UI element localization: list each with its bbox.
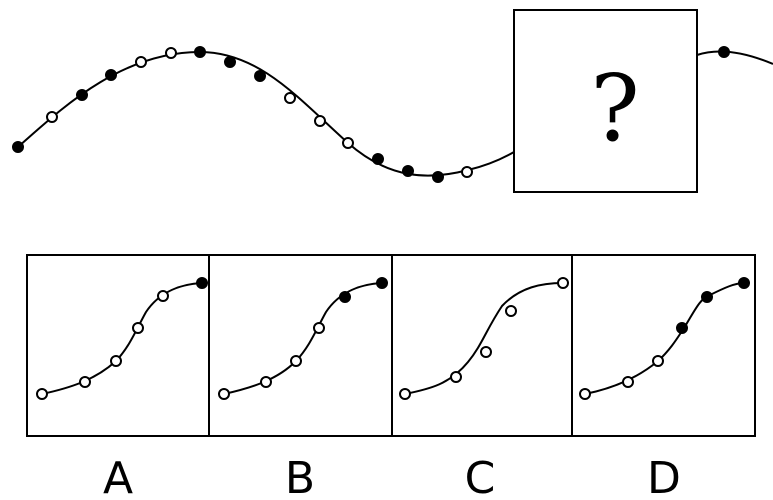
sequence-dot-black <box>402 165 414 177</box>
option-c-dot-white <box>399 388 411 400</box>
sequence-dot-black <box>718 46 730 58</box>
option-b[interactable] <box>218 277 388 400</box>
sequence-dot-black <box>254 70 266 82</box>
option-d-dot-white <box>652 355 664 367</box>
option-labels: A B C D <box>103 453 681 500</box>
sequence-dot-black <box>76 89 88 101</box>
option-d-dots <box>579 277 750 400</box>
option-a-dot-black <box>196 277 208 289</box>
option-d-dot-black <box>676 322 688 334</box>
question-mark: ? <box>590 55 639 162</box>
sequence-dot-black <box>105 69 117 81</box>
option-c-dots <box>399 277 569 400</box>
sequence-dot-black <box>432 171 444 183</box>
options-panel <box>26 254 756 437</box>
sequence-dot-white <box>165 47 177 59</box>
option-c-curve <box>404 282 564 395</box>
sequence-dot-white <box>314 115 326 127</box>
option-c-dot-white <box>450 371 462 383</box>
option-a[interactable] <box>36 277 208 400</box>
option-b-dots <box>218 277 388 400</box>
option-a-dots <box>36 277 208 400</box>
option-a-dot-white <box>79 376 91 388</box>
sequence-dot-white <box>135 56 147 68</box>
sequence-dot-white <box>461 166 473 178</box>
question-frame <box>513 9 698 193</box>
sequence-curve-left <box>17 50 515 177</box>
option-c-dot-white <box>480 346 492 358</box>
option-c[interactable] <box>399 277 569 400</box>
option-d-dot-white <box>622 376 634 388</box>
option-b-dot-white <box>313 322 325 334</box>
option-c-dot-white <box>557 277 569 289</box>
sequence-dot-white <box>342 137 354 149</box>
option-b-dot-white <box>290 355 302 367</box>
option-b-dot-white <box>218 388 230 400</box>
option-d[interactable] <box>579 277 750 400</box>
option-d-dot-white <box>579 388 591 400</box>
main-sequence <box>12 46 773 183</box>
sequence-dot-black <box>194 46 206 58</box>
sequence-dot-black <box>224 56 236 68</box>
option-label-d[interactable]: D <box>647 453 681 500</box>
sequence-dots <box>12 46 730 183</box>
option-a-curve <box>41 282 203 395</box>
option-b-dot-black <box>376 277 388 289</box>
option-d-dot-black <box>738 277 750 289</box>
option-c-dot-white <box>505 305 517 317</box>
option-label-c[interactable]: C <box>465 453 496 500</box>
option-d-dot-black <box>701 291 713 303</box>
option-label-b[interactable]: B <box>285 453 315 500</box>
option-label-a[interactable]: A <box>103 453 133 500</box>
option-a-dot-white <box>157 290 169 302</box>
option-a-dot-white <box>132 322 144 334</box>
sequence-dot-white <box>46 111 58 123</box>
sequence-dot-black <box>372 153 384 165</box>
sequence-curve-right <box>696 50 773 65</box>
question-box: ? <box>513 9 698 193</box>
sequence-dot-white <box>284 92 296 104</box>
option-b-curve <box>223 282 383 395</box>
option-b-dot-black <box>339 291 351 303</box>
option-a-dot-white <box>36 388 48 400</box>
sequence-dot-black <box>12 141 24 153</box>
option-b-dot-white <box>260 376 272 388</box>
option-a-dot-white <box>110 355 122 367</box>
